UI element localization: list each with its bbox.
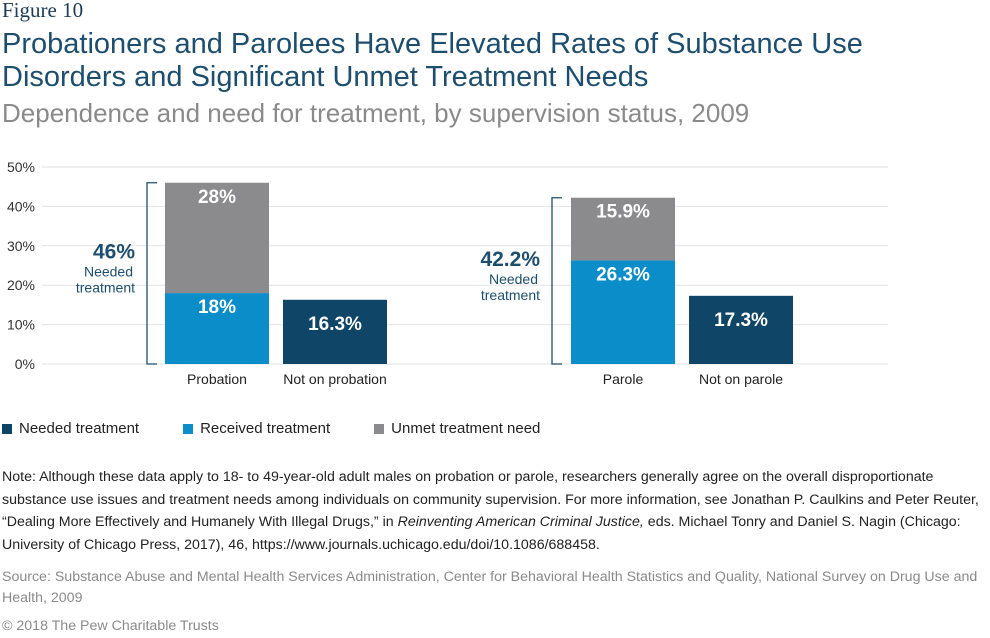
chart-subtitle: Dependence and need for treatment, by su… — [2, 98, 750, 128]
bar-chart: 0% 10% 20% 30% 40% 50% 16.3% 17.3% 18% 26.3% 28% 15… — [7, 159, 888, 387]
legend-item-needed: Needed treatment — [2, 420, 139, 437]
x-tick-label: Parole — [603, 371, 644, 387]
note-text-start: Note: Although these data apply to 18- t… — [2, 469, 979, 530]
data-label: 28% — [198, 187, 236, 208]
x-tick-label: Not on parole — [699, 371, 783, 387]
x-tick-label: Not on probation — [283, 371, 387, 387]
y-tick-label: 20% — [7, 277, 35, 293]
data-label: 18% — [198, 297, 236, 318]
legend-item-received: Received treatment — [183, 420, 330, 437]
x-tick-label: Probation — [187, 371, 247, 387]
bar-received — [165, 293, 269, 364]
bar-unmet — [571, 197, 675, 261]
legend-swatch-received — [183, 423, 194, 434]
needed-treatment-bracket — [146, 182, 157, 365]
y-tick-label: 40% — [7, 198, 35, 214]
legend-label-received: Received treatment — [200, 420, 331, 437]
needed-treatment-bracket — [551, 197, 562, 365]
y-tick-label: 30% — [7, 238, 35, 254]
legend-swatch-needed — [2, 423, 12, 434]
annotation-label: treatment — [481, 287, 540, 303]
data-label: 17.3% — [714, 310, 768, 331]
legend-label-needed: Needed treatment — [19, 420, 140, 437]
annotation-label: Needed — [84, 263, 133, 279]
bar-needed — [283, 299, 387, 364]
legend-label-unmet: Unmet treatment need — [391, 420, 541, 437]
legend-swatch-unmet — [374, 423, 385, 434]
data-label: 26.3% — [596, 264, 650, 285]
bar-received — [571, 260, 675, 364]
y-tick-label: 10% — [7, 317, 35, 333]
legend: Needed treatment Received treatment Unme… — [2, 420, 584, 437]
bar-unmet — [165, 182, 269, 294]
y-tick-label: 0% — [15, 356, 35, 372]
bar-needed — [689, 295, 793, 364]
data-label: 16.3% — [308, 314, 362, 335]
copyright-text: © 2018 The Pew Charitable Trusts — [2, 618, 219, 634]
chart-title: Probationers and Parolees Have Elevated … — [2, 28, 863, 93]
data-label: 15.9% — [596, 202, 650, 223]
note-book-title: Reinventing American Criminal Justice, — [397, 514, 644, 530]
annotation-label: treatment — [76, 279, 135, 295]
annotation-value: 46% — [93, 240, 135, 263]
figure-label: Figure 10 — [2, 0, 84, 22]
source-text: Source: Substance Abuse and Mental Healt… — [2, 569, 978, 606]
y-tick-label: 50% — [7, 159, 35, 175]
note-text-end: eds. Michael Tonry and Daniel S. Nagin (… — [2, 514, 961, 553]
legend-item-unmet: Unmet treatment need — [374, 420, 540, 437]
annotation-label: Needed — [489, 271, 538, 287]
annotation-value: 42.2% — [480, 248, 540, 271]
note-text: Note: Although these data apply to 18- t… — [2, 466, 987, 556]
